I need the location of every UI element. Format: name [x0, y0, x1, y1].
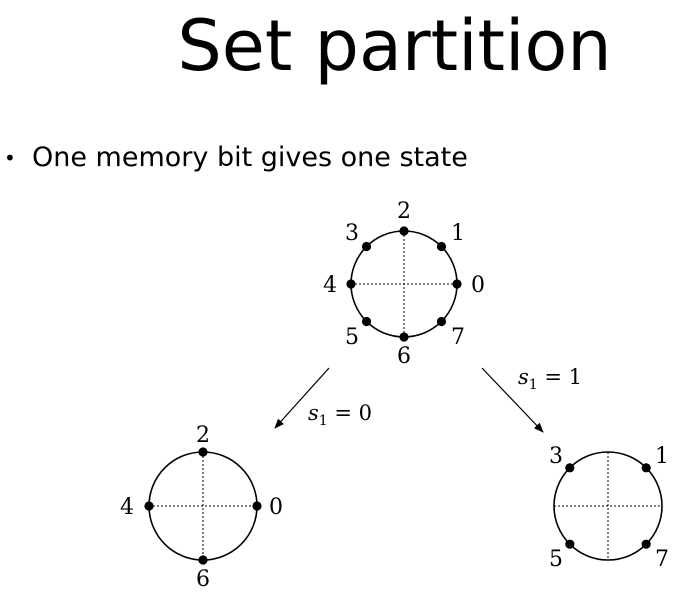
- left-point-0: [198, 447, 208, 457]
- right-point-0: [641, 463, 651, 473]
- top-label-1: 1: [451, 221, 465, 246]
- top-point-2: [452, 279, 462, 289]
- left-label-0: 0: [269, 495, 283, 520]
- top-point-6: [346, 279, 356, 289]
- right-constellation: 1 7 5 3: [549, 444, 669, 572]
- bullet-dot: •: [4, 146, 16, 170]
- arrow-to-left: [274, 367, 330, 429]
- edge-label-left: s1 = 0: [308, 401, 372, 429]
- bullet-text: One memory bit gives one state: [32, 142, 468, 173]
- right-label-3: 3: [549, 444, 563, 469]
- edge-left-var: s: [308, 401, 319, 425]
- top-label-5: 5: [345, 325, 359, 350]
- top-label-4: 4: [323, 273, 337, 298]
- right-label-7: 7: [655, 547, 669, 572]
- left-label-2: 2: [196, 423, 210, 448]
- top-label-0: 0: [471, 273, 485, 298]
- top-constellation: 2 1 0 7 6 5 4 3: [323, 199, 485, 369]
- right-label-1: 1: [655, 444, 669, 469]
- top-point-1: [436, 241, 447, 252]
- top-point-3: [436, 316, 447, 327]
- top-point-0: [399, 226, 409, 236]
- top-label-2: 2: [397, 199, 411, 224]
- left-label-6: 6: [196, 567, 210, 592]
- top-point-4: [399, 332, 409, 342]
- edge-label-right: s1 = 1: [518, 365, 582, 393]
- edge-right-var: s: [518, 365, 529, 389]
- edge-right-sub: 1: [529, 377, 538, 393]
- right-label-5: 5: [549, 547, 563, 572]
- slide-title: Set partition: [177, 5, 612, 87]
- edge-left-rest: = 0: [328, 401, 372, 425]
- left-label-4: 4: [120, 495, 134, 520]
- right-point-2: [565, 539, 575, 549]
- edge-right-rest: = 1: [538, 365, 582, 389]
- right-point-1: [641, 539, 651, 549]
- left-point-1: [252, 501, 262, 511]
- top-point-7: [361, 241, 372, 252]
- top-label-7: 7: [451, 325, 465, 350]
- edge-left-sub: 1: [319, 413, 328, 429]
- left-constellation: 2 0 6 4: [120, 423, 283, 592]
- top-label-6: 6: [397, 344, 411, 369]
- left-point-2: [198, 555, 208, 565]
- bullet-item: • One memory bit gives one state: [4, 140, 468, 176]
- top-label-3: 3: [345, 221, 359, 246]
- right-point-3: [565, 463, 575, 473]
- arrow-to-right: [481, 367, 544, 433]
- left-point-3: [144, 501, 154, 511]
- top-point-5: [361, 316, 372, 327]
